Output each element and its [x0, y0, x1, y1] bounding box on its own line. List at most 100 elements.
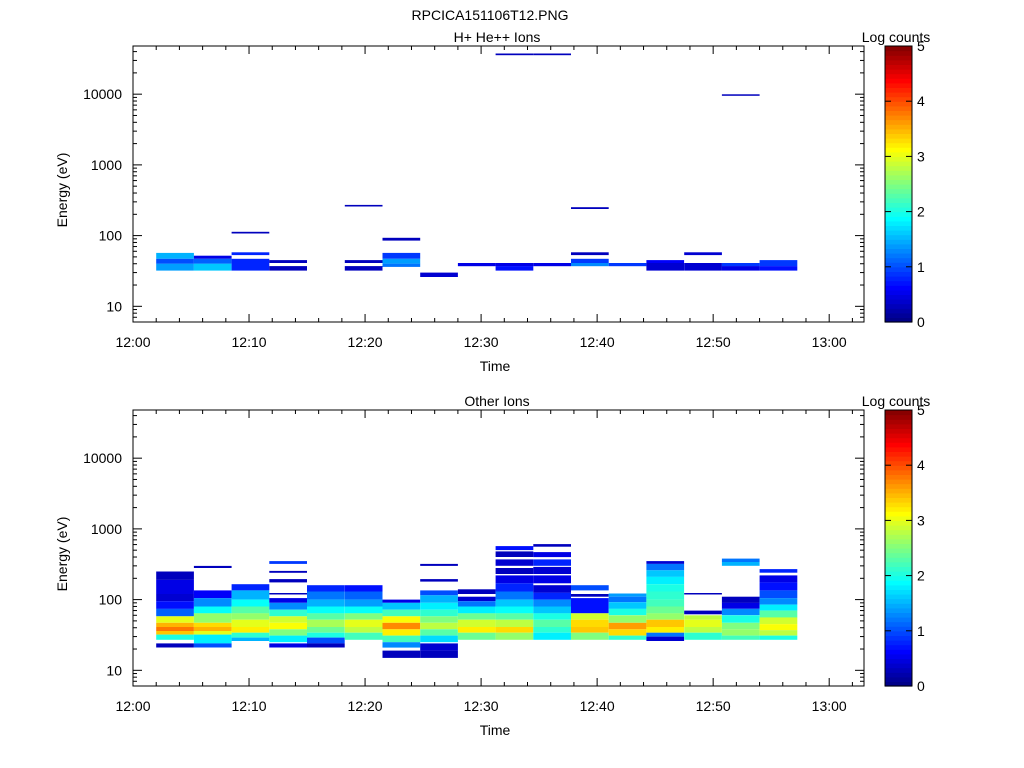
heatmap-cell: [307, 606, 345, 614]
colorbar-swatch: [885, 119, 912, 125]
colorbar-tick-label: 0: [917, 678, 925, 694]
heatmap-cell: [193, 643, 232, 648]
x-tick-label: 12:30: [464, 698, 499, 714]
heatmap-cell: [646, 570, 685, 577]
colorbar-swatch: [885, 128, 912, 134]
colorbar-swatch: [885, 571, 912, 577]
colorbar-swatch: [885, 525, 912, 531]
colorbar-swatch: [885, 603, 912, 609]
heatmap-cell: [571, 613, 609, 620]
colorbar-swatch: [885, 165, 912, 171]
heatmap-cell: [382, 599, 421, 603]
colorbar-swatch: [885, 87, 912, 93]
y-tick-label: 10: [106, 298, 122, 314]
colorbar-swatch: [885, 483, 912, 489]
colorbar-swatch: [885, 566, 912, 572]
colorbar-swatch: [885, 589, 912, 595]
colorbar-swatch: [885, 538, 912, 544]
colorbar-swatch: [885, 534, 912, 540]
heatmap-cell: [721, 629, 760, 636]
colorbar-swatch: [885, 649, 912, 655]
colorbar-swatch: [885, 446, 912, 452]
colorbar-swatch: [885, 497, 912, 503]
heatmap-cell: [571, 594, 609, 597]
colorbar-tick-label: 5: [917, 402, 925, 418]
heatmap-cell: [721, 94, 760, 96]
colorbar-swatch: [885, 681, 912, 687]
panel-title: Other Ions: [464, 393, 529, 409]
heatmap-cell: [759, 266, 798, 271]
heatmap-cell: [420, 602, 458, 610]
heatmap-cell: [382, 642, 421, 648]
colorbar-tick-label: 2: [917, 568, 925, 584]
colorbar-frame: [884, 409, 913, 687]
heatmap-cell: [759, 604, 798, 611]
y-tick-label: 10: [106, 662, 122, 678]
heatmap-cell: [420, 609, 458, 617]
heatmap-cells: [156, 544, 798, 658]
colorbar-swatch: [885, 410, 912, 416]
heatmap-cell: [269, 570, 307, 573]
heatmap-cell: [759, 630, 798, 636]
colorbar-swatch: [885, 492, 912, 498]
colorbar-swatch: [885, 557, 912, 563]
heatmap-cell: [721, 562, 760, 566]
heatmap-cell: [646, 591, 685, 600]
heatmap-cell: [533, 627, 571, 633]
heatmap-cell: [759, 610, 798, 618]
colorbar-swatch: [885, 308, 912, 314]
colorbar-tick-label: 3: [917, 148, 925, 164]
colorbar-swatch: [885, 78, 912, 84]
heatmap-cell: [684, 610, 722, 615]
heatmap-cell: [457, 589, 496, 594]
colorbar-swatch: [885, 225, 912, 231]
heatmap-cell: [759, 624, 798, 631]
colorbar-swatch: [885, 276, 912, 282]
colorbar-swatch: [885, 520, 912, 526]
colorbar-swatch: [885, 303, 912, 309]
heatmap-cell: [193, 255, 232, 259]
colorbar-swatch: [885, 575, 912, 581]
colorbar-swatch: [885, 672, 912, 678]
heatmap-cell: [420, 643, 458, 651]
colorbar-swatch: [885, 161, 912, 167]
heatmap-cell: [382, 629, 421, 636]
heatmap-cell: [420, 629, 458, 636]
colorbar-swatch: [885, 663, 912, 669]
x-tick-label: 12:40: [580, 334, 615, 350]
colorbar-swatch: [885, 515, 912, 521]
heatmap-cell: [721, 615, 760, 623]
heatmap-cell: [420, 595, 458, 603]
heatmap-cell: [231, 619, 270, 627]
heatmap-cell: [269, 260, 307, 263]
y-axis-label: Energy (eV): [54, 517, 70, 592]
heatmap-cell: [495, 575, 534, 584]
colorbar-swatch: [885, 257, 912, 263]
heatmap-cell: [533, 544, 571, 547]
colorbar-swatch: [885, 580, 912, 586]
heatmap-cell: [495, 546, 534, 551]
colorbar-swatch: [885, 101, 912, 107]
heatmap-cell: [382, 602, 421, 610]
colorbar-swatch: [885, 465, 912, 471]
heatmap-cell: [533, 263, 571, 267]
heatmap-cell: [571, 207, 609, 209]
colorbar-swatch: [885, 280, 912, 286]
colorbar-swatch: [885, 289, 912, 295]
heatmap-cell: [156, 579, 194, 594]
colorbar-swatch: [885, 667, 912, 673]
heatmap-cell: [759, 582, 798, 591]
colorbar-swatch: [885, 64, 912, 70]
colorbar-tick-label: 0: [917, 314, 925, 330]
heatmap-cell: [646, 606, 685, 614]
heatmap-cell: [156, 252, 194, 259]
colorbar-swatch: [885, 294, 912, 300]
colorbar-tick-label: 2: [917, 204, 925, 220]
heatmap-cell: [231, 606, 270, 614]
heatmap-cell: [231, 258, 270, 271]
heatmap-cell: [269, 602, 307, 610]
heatmap-cell: [608, 615, 647, 623]
x-tick-label: 12:20: [348, 334, 383, 350]
heatmap-cell: [457, 601, 496, 607]
colorbar-swatch: [885, 124, 912, 130]
